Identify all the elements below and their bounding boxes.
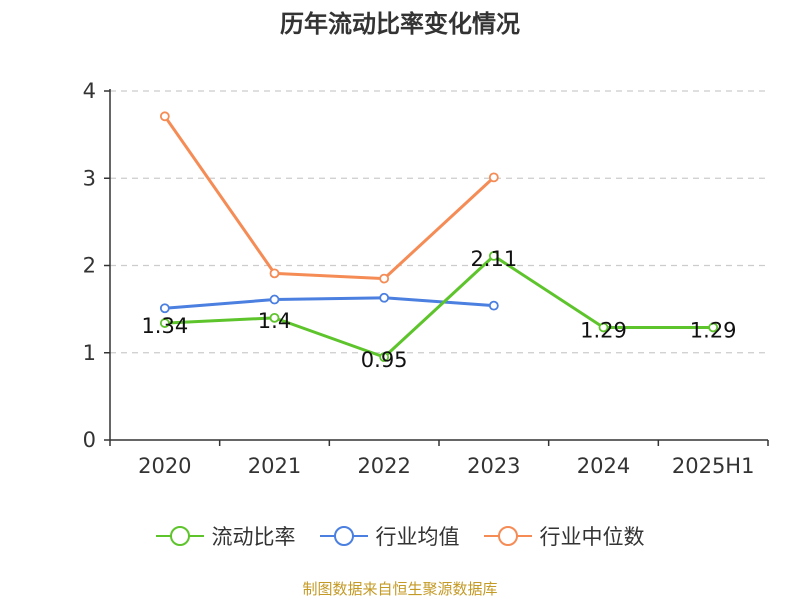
data-labels: 1.34 1.4 0.95 2.11 1.29 1.29 <box>141 247 736 372</box>
data-label: 1.4 <box>258 309 291 333</box>
series-lines <box>163 115 714 359</box>
x-tick-label: 2022 <box>357 454 410 478</box>
x-tick-label: 2024 <box>577 454 630 478</box>
legend-marker-current-ratio <box>155 526 204 546</box>
x-tick-label: 2020 <box>138 454 191 478</box>
legend-label: 行业中位数 <box>539 525 645 549</box>
data-label: 0.95 <box>361 348 408 372</box>
data-label: 1.29 <box>580 318 627 342</box>
source-note: 制图数据来自恒生聚源数据库 <box>302 580 498 598</box>
series-line <box>163 115 495 281</box>
chart-title: 历年流动比率变化情况 <box>280 10 520 38</box>
data-point <box>488 172 499 183</box>
y-tick-label: 0 <box>83 428 96 452</box>
data-point <box>269 268 280 279</box>
y-tick-label: 3 <box>83 166 96 190</box>
data-point <box>488 251 499 261</box>
y-tick-label: 1 <box>83 341 96 365</box>
x-tick-label: 2023 <box>467 454 520 478</box>
data-point <box>159 303 170 314</box>
data-point <box>159 318 170 328</box>
data-point <box>379 292 390 303</box>
data-label: 1.34 <box>141 314 188 338</box>
data-point <box>379 273 390 284</box>
legend-label: 行业均值 <box>375 525 460 549</box>
x-tick-label: 2025H1 <box>672 454 755 478</box>
data-point <box>269 312 280 323</box>
grid-lines <box>110 90 768 354</box>
legend-item-industry-median[interactable]: 行业中位数 <box>483 521 645 551</box>
axes: 0 1 2 3 4 2020 2021 2022 2023 2024 2025H1 <box>83 79 769 478</box>
legend-label: 流动比率 <box>211 525 296 549</box>
legend-item-current-ratio[interactable]: 流动比率 <box>155 521 296 551</box>
y-tick-label: 2 <box>83 254 96 278</box>
legend: 流动比率 行业均值 行业中位数 <box>0 518 800 554</box>
series-points <box>159 111 719 363</box>
y-tick-label: 4 <box>83 79 96 103</box>
series-line <box>164 254 714 359</box>
data-label: 2.11 <box>470 247 517 271</box>
data-point <box>269 294 280 305</box>
data-point <box>708 322 719 333</box>
data-point <box>488 300 499 311</box>
legend-item-industry-mean[interactable]: 行业均值 <box>319 521 460 551</box>
data-label: 1.29 <box>690 318 737 342</box>
data-point <box>379 352 390 363</box>
data-point <box>159 111 170 122</box>
x-tick-label: 2021 <box>248 454 301 478</box>
legend-marker-industry-mean <box>319 526 368 546</box>
series-line <box>164 296 494 310</box>
legend-marker-industry-median <box>483 526 532 546</box>
data-point <box>598 322 609 333</box>
